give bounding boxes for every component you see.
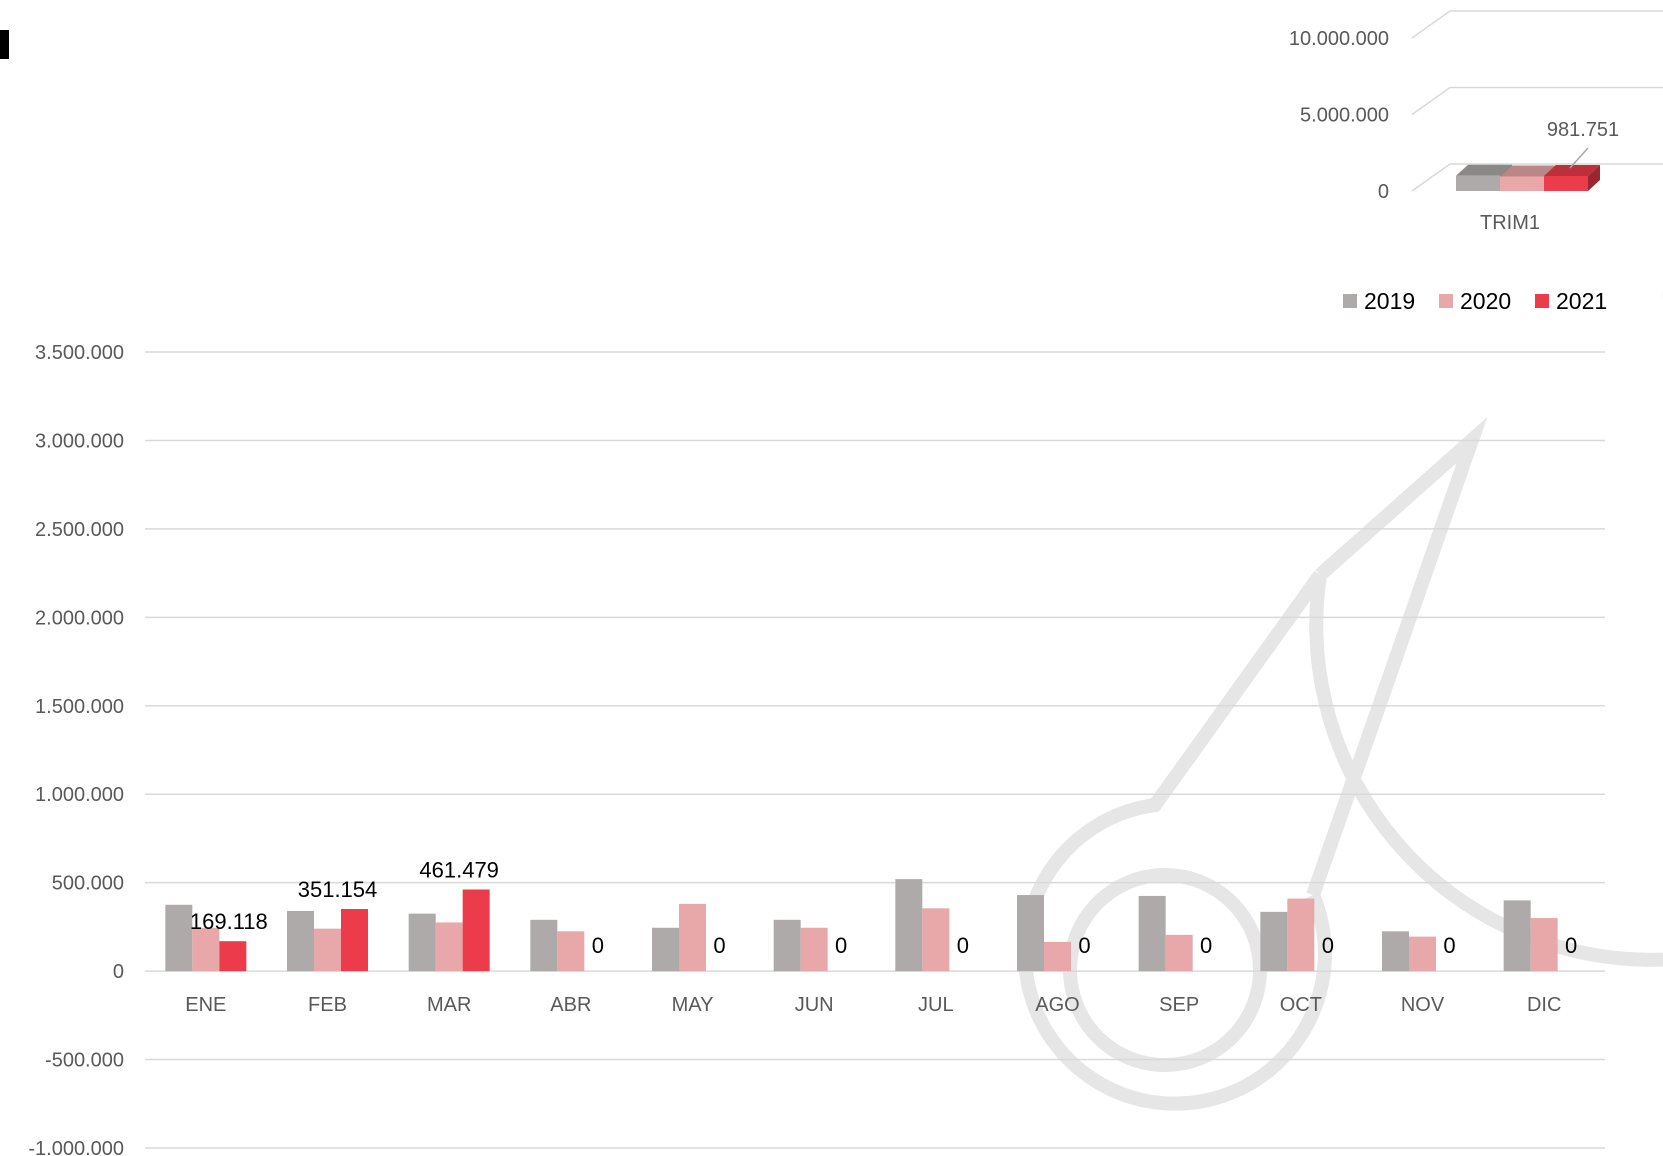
bar-2020-feb <box>314 928 341 972</box>
data-label: 0 <box>592 933 604 958</box>
bar-2021-mar <box>462 889 490 972</box>
data-label-leader <box>1569 147 1589 169</box>
legend: 2019 2020 2021 <box>1343 288 1607 314</box>
x-tick-label: AGO <box>1035 994 1079 1016</box>
bar-2019-abr <box>530 919 558 972</box>
data-label: 461.479 <box>419 857 499 882</box>
data-label: 0 <box>1078 933 1090 958</box>
y-tick-label: 500.000 <box>52 873 124 895</box>
bar-2019-jun <box>773 919 801 972</box>
bar-2020-dic <box>1530 918 1558 972</box>
bar-top-2019 <box>1456 164 1512 176</box>
legend-label: 2021 <box>1556 288 1607 314</box>
bar-2020-nov <box>1409 936 1436 972</box>
bar-2020-ene <box>192 927 220 972</box>
y-tick-label: -1.000.000 <box>28 1138 124 1156</box>
bar-top-2020 <box>1500 165 1556 177</box>
x-tick-label: SEP <box>1159 994 1199 1016</box>
bar-2019-oct <box>1260 911 1288 972</box>
data-label: 169.118 <box>190 909 268 934</box>
data-label: 0 <box>1322 933 1334 958</box>
bar-2021-ene <box>219 941 247 972</box>
x-tick-label: FEB <box>308 994 347 1016</box>
y-tick-label: -500.000 <box>45 1050 124 1072</box>
x-tick-label: ABR <box>550 994 591 1016</box>
monthly-chart: -1.000.000 -500.000 0 500.000 1.000.000 1.500… <box>28 342 1605 1156</box>
y-tick-label: 3.000.000 <box>35 430 124 452</box>
bar-2020-sep <box>1165 934 1193 972</box>
x-tick-label: NOV <box>1401 994 1445 1016</box>
bar-2020-may <box>679 903 706 972</box>
bar-2020-jun <box>800 927 828 972</box>
x-tick-label: JUL <box>918 994 954 1016</box>
bar-2019-jul <box>895 879 923 972</box>
bar-2019-nov <box>1382 931 1409 972</box>
data-label: 351.154 <box>298 877 378 902</box>
bar-2019-feb <box>287 910 314 972</box>
bar-2020-trim1 <box>1500 176 1544 191</box>
bar-2019-dic <box>1503 900 1531 972</box>
x-tick-label: DIC <box>1527 994 1561 1016</box>
bar-2020-oct <box>1287 898 1315 972</box>
y-tick-label: 3.500.000 <box>35 342 124 364</box>
data-label: 0 <box>957 933 969 958</box>
bar-side-2021 <box>1588 164 1600 191</box>
bar-2021-feb <box>341 908 368 972</box>
data-label: 0 <box>1565 933 1577 958</box>
y-tick-label: 5.000.000 <box>1300 105 1389 127</box>
x-tick-label: TRIM1 <box>1480 212 1540 234</box>
y-tick-label: 2.000.000 <box>35 607 124 629</box>
data-label: 0 <box>713 933 725 958</box>
data-label: 0 <box>1200 933 1212 958</box>
data-label: 0 <box>1443 933 1455 958</box>
y-tick-label: 10.000.000 <box>1289 28 1389 50</box>
bar-2019-trim1 <box>1456 175 1500 191</box>
bar-2019-ene <box>165 904 193 972</box>
compass-watermark-icon <box>1017 290 1663 1111</box>
bar-2020-ago <box>1044 941 1071 972</box>
bar-2019-may <box>652 927 679 972</box>
bar-2020-mar <box>435 922 463 972</box>
x-tick-label: ENE <box>185 994 226 1016</box>
y-tick-label: 2.500.000 <box>35 519 124 541</box>
bar-2020-jul <box>922 908 950 972</box>
legend-swatch-2021 <box>1535 294 1549 308</box>
data-label: 0 <box>835 933 847 958</box>
bar-2019-sep <box>1138 895 1166 972</box>
gridline-depth <box>1411 163 1451 192</box>
bar-2020-abr <box>557 931 585 972</box>
bar-top-2021 <box>1544 164 1600 176</box>
corner-marker <box>0 30 9 59</box>
x-tick-label: MAR <box>427 994 471 1016</box>
y-tick-label: 1.000.000 <box>35 784 124 806</box>
y-tick-label: 0 <box>1378 181 1389 203</box>
legend-label: 2019 <box>1364 288 1415 314</box>
legend-swatch-2019 <box>1343 294 1357 308</box>
gridline-depth <box>1411 86 1451 116</box>
x-tick-label: OCT <box>1280 994 1322 1016</box>
x-tick-label: JUN <box>795 994 834 1016</box>
legend-swatch-2020 <box>1439 294 1453 308</box>
bar-2019-ago <box>1017 895 1044 972</box>
bar-2021-trim1 <box>1544 175 1588 191</box>
bar-2019-mar <box>408 913 436 972</box>
x-tick-label: MAY <box>672 994 714 1016</box>
legend-label: 2020 <box>1460 288 1511 314</box>
quarter-chart: 0 5.000.000 10.000.000 981.751 TRIM1 <box>1289 10 1663 234</box>
gridline-depth <box>1411 10 1451 39</box>
y-tick-label: 0 <box>113 961 124 983</box>
y-tick-label: 1.500.000 <box>35 696 124 718</box>
data-label: 981.751 <box>1547 119 1619 141</box>
